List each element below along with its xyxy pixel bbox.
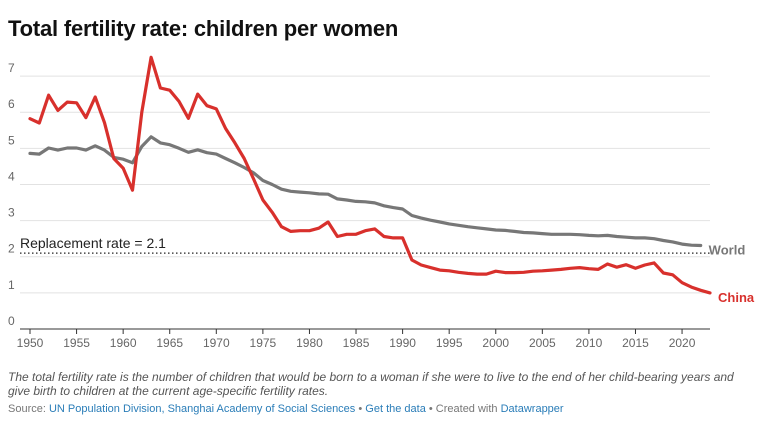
x-tick-label: 1975	[250, 336, 277, 350]
y-tick-label: 2	[8, 242, 15, 256]
x-axis-ticks: 1950 1955 1960 1965 1970 1975 1980 1985 1990 1995…	[17, 329, 696, 350]
footer-separator: •	[355, 403, 366, 415]
get-data-link[interactable]: Get the data	[365, 403, 426, 415]
y-axis-ticks: 0 1 2 3 4 5 6 7	[8, 61, 15, 328]
x-tick-label: 1950	[17, 336, 44, 350]
gridlines	[20, 75, 710, 330]
x-tick-label: 2015	[622, 336, 649, 350]
y-tick-label: 6	[8, 97, 15, 111]
series-line-china	[28, 55, 712, 295]
series-label-china: China	[718, 290, 755, 305]
chart-title: Total fertility rate: children per women	[8, 16, 399, 41]
series-lines	[28, 55, 712, 295]
x-tick-label: 2020	[669, 336, 696, 350]
x-tick-label: 1965	[156, 336, 183, 350]
y-tick-label: 1	[8, 278, 15, 292]
x-tick-label: 2000	[482, 336, 509, 350]
replacement-rate-reference: Replacement rate = 2.1	[20, 235, 710, 254]
y-tick-label: 7	[8, 61, 15, 75]
series-labels: World China	[709, 243, 755, 305]
x-tick-label: 1955	[63, 336, 90, 350]
x-tick-label: 1960	[110, 336, 137, 350]
source-prefix: Source:	[8, 403, 49, 415]
y-tick-label: 0	[8, 314, 15, 328]
x-tick-label: 1980	[296, 336, 323, 350]
datawrapper-link[interactable]: Datawrapper	[500, 403, 564, 415]
x-tick-label: 1990	[389, 336, 416, 350]
x-tick-label: 1985	[343, 336, 370, 350]
y-tick-label: 5	[8, 133, 15, 147]
x-tick-label: 2010	[576, 336, 603, 350]
replacement-rate-label: Replacement rate = 2.1	[20, 235, 166, 251]
x-tick-label: 1970	[203, 336, 230, 350]
x-tick-label: 2005	[529, 336, 556, 350]
y-tick-label: 4	[8, 169, 15, 183]
series-label-world: World	[709, 243, 746, 258]
x-tick-label: 1995	[436, 336, 463, 350]
source-link[interactable]: UN Population Division, Shanghai Academy…	[48, 403, 356, 415]
y-tick-label: 3	[8, 206, 15, 220]
chart-source: Source: UN Population Division, Shanghai…	[8, 403, 564, 415]
line-chart: 0 1 2 3 4 5 6 7 1950 1955 1960 1965 1970 1975 1980 198…	[8, 55, 755, 350]
series-line-world	[28, 135, 703, 248]
chart-note: The total fertility rate is the number o…	[8, 370, 734, 398]
created-with-text: • Created with	[425, 403, 501, 415]
